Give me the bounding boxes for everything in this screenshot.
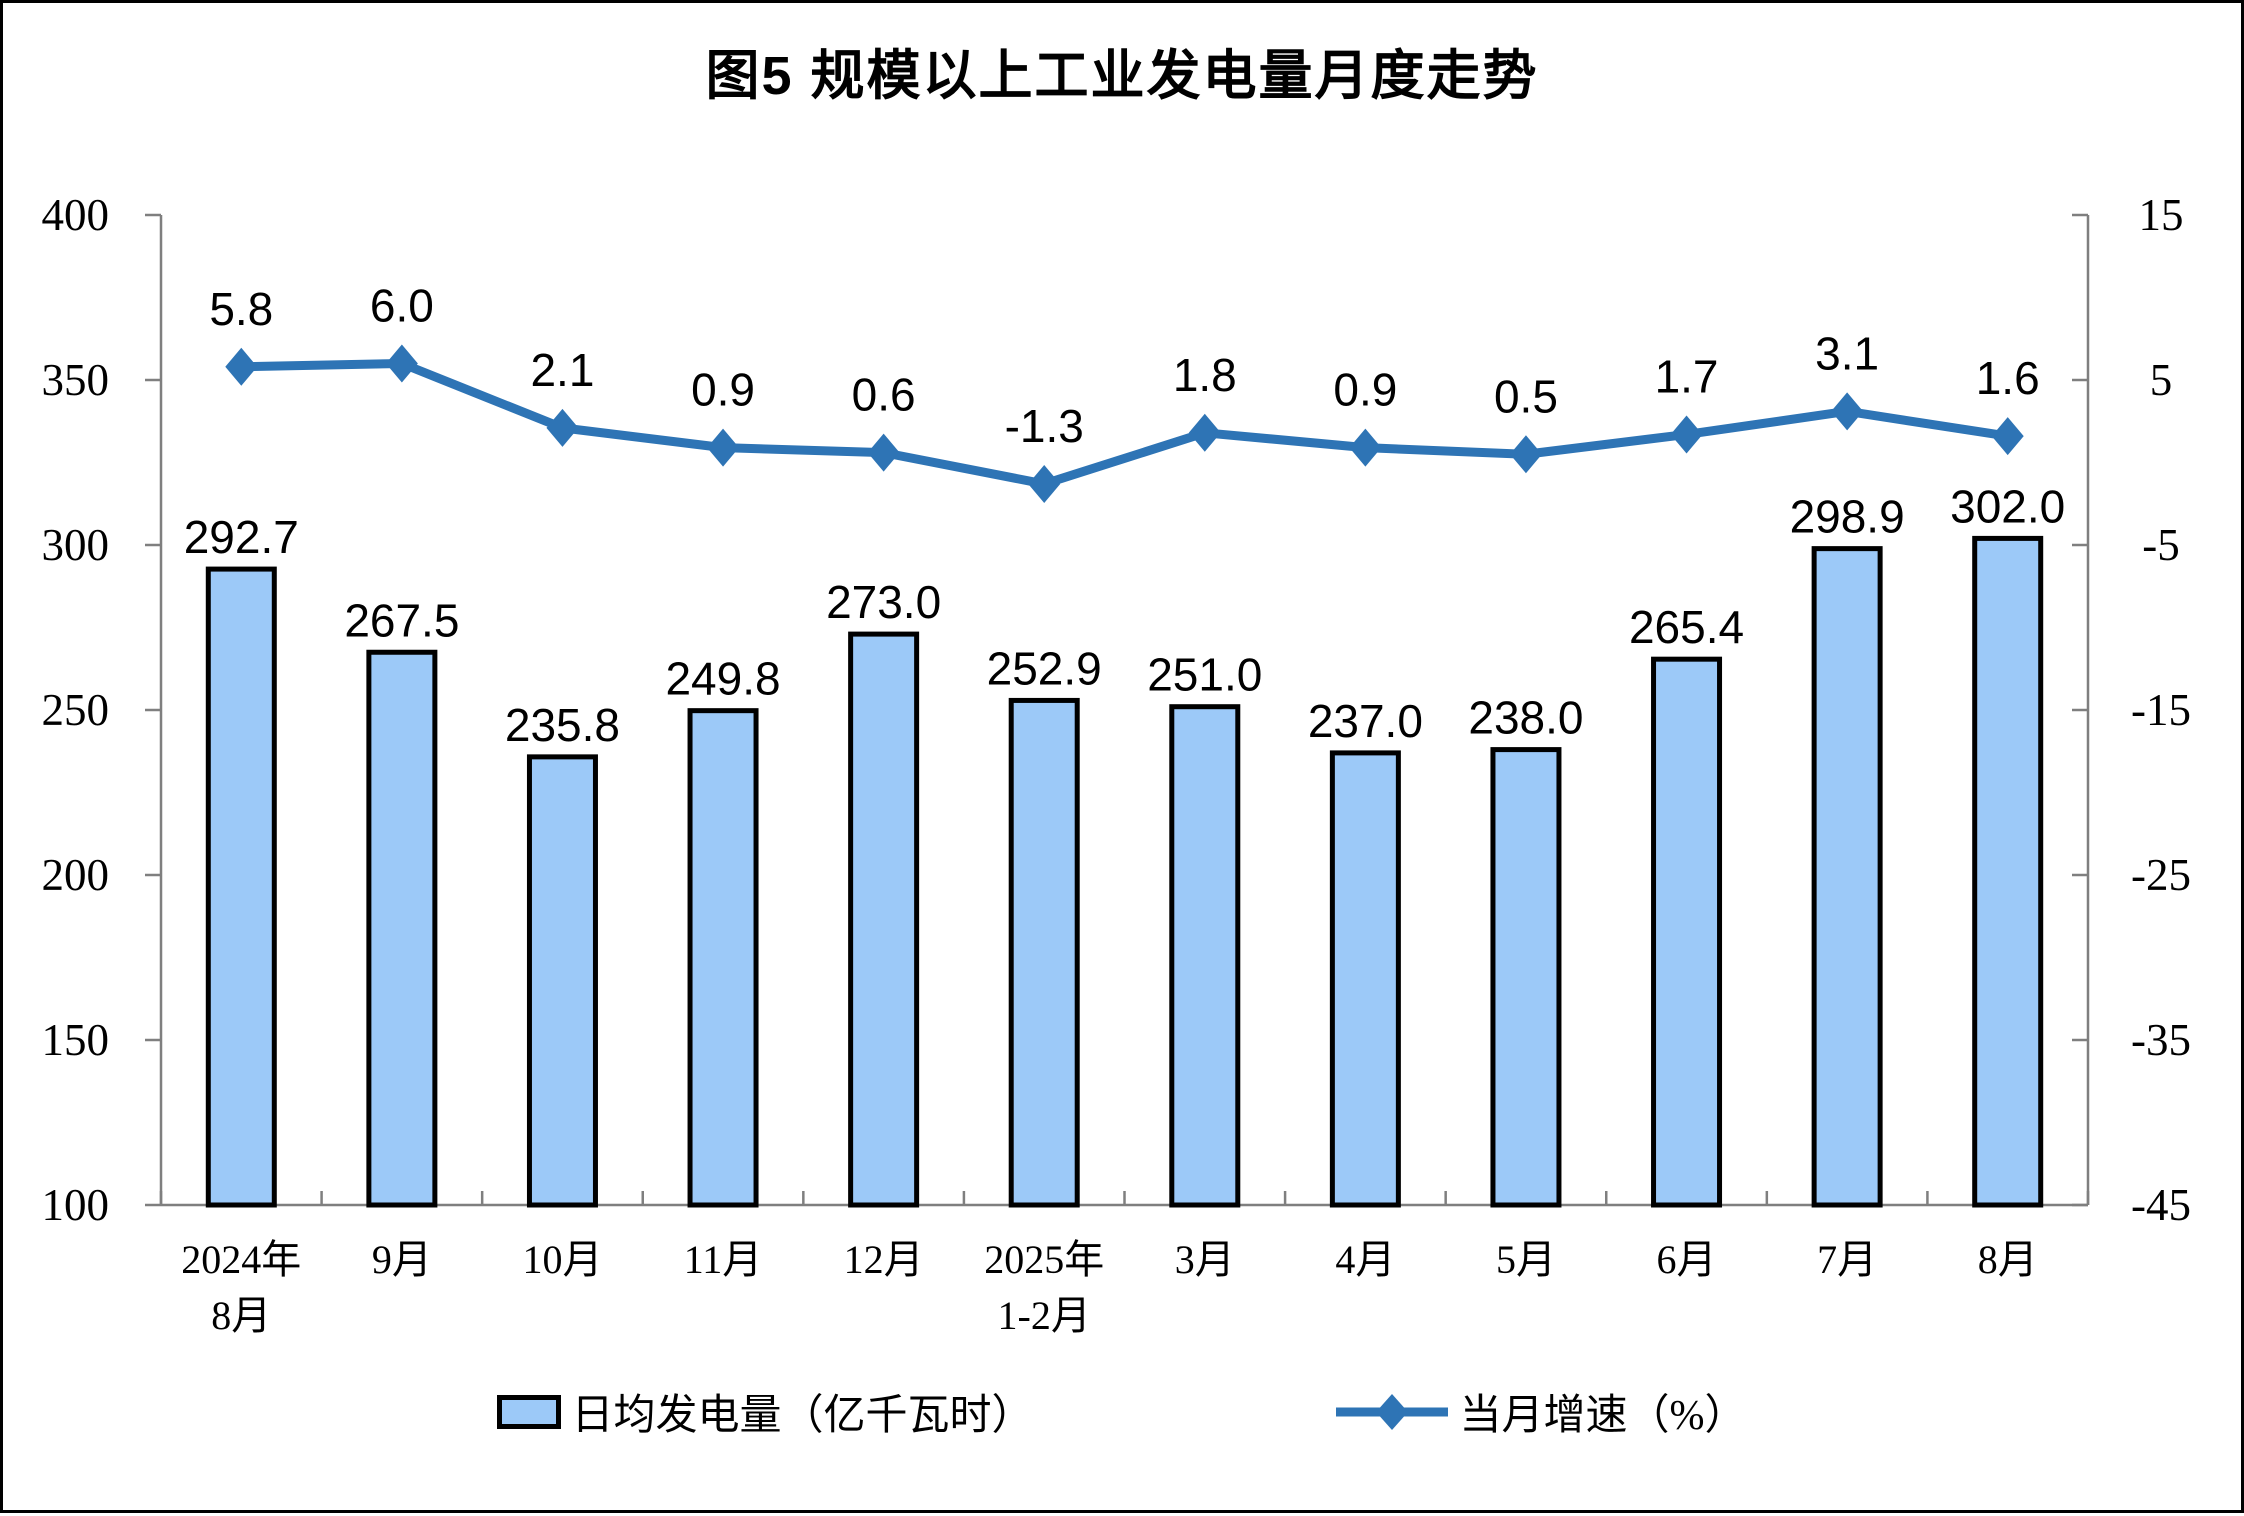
line-marker [385,344,418,383]
bar-series-label: 日均发电量（亿千瓦时） [571,1393,1034,1439]
x-axis-category-label: 8月 [211,1293,271,1338]
line-marker [546,408,579,447]
bar [1008,697,1080,1208]
bar [1329,750,1401,1208]
line-marker [867,433,900,472]
line-marker [1509,435,1542,474]
bar-value-label: 273.0 [826,576,941,628]
x-axis-category-label: 5月 [1496,1237,1556,1282]
y-axis-left-tick-label: 350 [42,355,110,405]
chart-title: 图5 规模以上工业发电量月度走势 [705,46,1539,106]
chart-legend: 日均发电量（亿千瓦时） 当月增速（%） [3,1381,2241,1442]
line-value-label: 0.6 [852,369,916,421]
line-value-label: -1.3 [1005,400,1084,452]
x-axis-category-label: 8月 [1978,1237,2038,1282]
y-axis-left-tick-label: 100 [42,1180,110,1230]
x-axis-category-label: 2025年 [984,1237,1104,1282]
line-marker [1670,415,1703,454]
line-value-label: 3.1 [1815,327,1879,379]
bar [1169,704,1241,1208]
bar [205,566,277,1208]
line-value-label: 1.7 [1655,350,1719,402]
line-marker [1831,392,1864,431]
bar-value-label: 292.7 [184,511,299,563]
x-axis-category-label: 7月 [1817,1237,1877,1282]
bar-value-label: 235.8 [505,699,620,751]
y-axis-right-tick-label: -25 [2131,850,2191,900]
bar-value-label: 251.0 [1147,649,1262,701]
chart-plot-area: 100 150 200 250 300 350 400 -45 -35 -25 -15 -5 5 15 20… [42,190,2192,1338]
bar-value-label: 237.0 [1308,695,1423,747]
line-value-label: 1.8 [1173,349,1237,401]
bar-value-label: 265.4 [1629,601,1744,653]
bar [848,631,920,1208]
bar-value-label: 252.9 [987,642,1102,694]
line-value-label: 2.1 [530,344,594,396]
y-axis-left-tick-label: 200 [42,850,110,900]
x-axis-category-label: 4月 [1335,1237,1395,1282]
bar [1811,546,1883,1208]
y-axis-left-tick-label: 150 [42,1015,110,1065]
y-axis-right-tick-label: -5 [2142,520,2180,570]
bar-value-label: 249.8 [665,653,780,705]
line-marker [1991,417,2024,456]
bar-value-label: 238.0 [1468,692,1583,744]
line-value-label: 5.8 [209,283,273,335]
y-axis-left-tick-label: 250 [42,685,110,735]
y-axis-right-tick-label: 15 [2139,190,2184,240]
x-axis-category-label: 3月 [1175,1237,1235,1282]
line-marker [1188,413,1221,452]
line-marker [1349,428,1382,467]
y-axis-right-tick-label: -15 [2131,685,2191,735]
bar-series-swatch [497,1394,562,1429]
bar [687,708,759,1208]
y-axis-right-tick-label: -45 [2131,1180,2191,1230]
bar [1972,535,2044,1208]
y-axis-left-tick-label: 400 [42,190,110,240]
y-axis-right-tick-label: 5 [2150,355,2173,405]
line-marker [707,428,740,467]
x-axis-category-label: 6月 [1657,1237,1717,1282]
growth-line [241,359,2009,489]
bar [366,649,438,1208]
x-axis-category-label: 2024年 [181,1237,301,1282]
line-value-label: 0.9 [691,364,755,416]
x-axis-category-label: 11月 [684,1237,763,1282]
y-axis-left-tick-label: 300 [42,520,110,570]
bar [526,754,598,1208]
line-value-label: 0.5 [1494,370,1558,422]
line-value-label: 1.6 [1976,352,2040,404]
line-marker [225,347,258,386]
line-marker [1028,464,1061,503]
y-axis-right-tick-label: -35 [2131,1015,2191,1065]
legend-item-line-series: 当月增速（%） [1334,1381,1747,1442]
line-value-label: 0.9 [1333,364,1397,416]
x-axis-category-label: 12月 [844,1237,924,1282]
line-series-label: 当月增速（%） [1459,1393,1747,1439]
x-axis-category-label: 10月 [522,1237,602,1282]
bar-value-label: 302.0 [1950,480,2065,532]
bar-value-label: 267.5 [344,594,459,646]
line-value-label: 6.0 [370,280,434,332]
x-axis-category-label: 9月 [372,1237,432,1282]
bar [1651,656,1723,1208]
bar [1490,747,1562,1208]
line-series-swatch [1335,1393,1448,1430]
x-axis-category-label: 1-2月 [998,1293,1091,1338]
bar-value-label: 298.9 [1790,491,1905,543]
legend-item-bar-series: 日均发电量（亿千瓦时） [497,1381,1034,1442]
